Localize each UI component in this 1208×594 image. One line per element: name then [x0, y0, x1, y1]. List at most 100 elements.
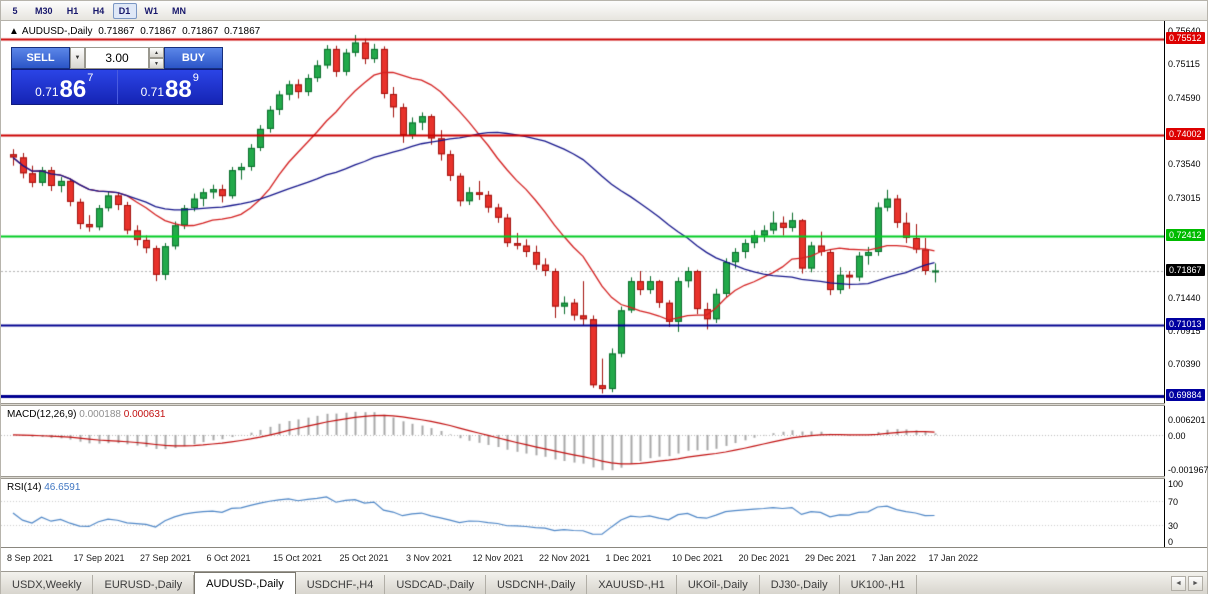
time-axis-label: 17 Jan 2022	[928, 553, 979, 563]
time-axis-label: 10 Dec 2021	[672, 553, 724, 563]
price-axis-tick: 0.70390	[1168, 359, 1201, 370]
price-axis-tick: 0.73015	[1168, 192, 1201, 203]
rsi-axis-label: 100	[1168, 479, 1184, 489]
time-axis-label: 29 Dec 2021	[805, 553, 857, 563]
time-axis-label: 7 Jan 2022	[871, 553, 917, 563]
rsi-indicator-label: RSI(14) 46.6591	[7, 482, 80, 493]
price-axis-tick: 0.74590	[1168, 92, 1201, 103]
timeframe-button-h4[interactable]: H4	[92, 5, 105, 16]
ohlc-close: 0.71867	[224, 26, 261, 37]
main-chart-pane	[1, 21, 1165, 403]
price-axis-tick: 0.70915	[1168, 325, 1201, 336]
time-axis-label: 15 Oct 2021	[273, 553, 323, 563]
price-axis[interactable]: 0.75640 0.75115 0.74590 0.73540 0.73015 0.714…	[1165, 21, 1208, 547]
buy-price-display[interactable]: 0.71 88 9	[116, 70, 223, 104]
chart-tab-4[interactable]: USDCAD-,Daily	[385, 575, 486, 594]
price-level-badge: 0.69884	[1166, 389, 1205, 402]
chart-tab-8[interactable]: DJ30-,Daily	[760, 575, 840, 594]
buy-price-prefix: 0.71	[140, 85, 165, 99]
trade-panel-controls: SELL ▼ 3.00 ▲ ▼ BUY	[11, 47, 223, 69]
chart-tab-1[interactable]: EURUSD-,Daily	[93, 575, 195, 594]
volume-dropdown-icon[interactable]: ▼	[70, 47, 85, 69]
time-axis-label: 6 Oct 2021	[206, 553, 251, 563]
chart-tab-3[interactable]: USDCHF-,H4	[296, 575, 386, 594]
time-axis-label: 25 Oct 2021	[339, 553, 389, 563]
rsi-pane	[1, 479, 1165, 547]
macd-signal-value: 0.000631	[123, 409, 166, 420]
sell-price-pip-digit: 7	[87, 72, 94, 84]
buy-price-pip-digit: 9	[192, 72, 199, 84]
rsi-axis-label: 0	[1168, 537, 1174, 547]
chart-tab-6[interactable]: XAUUSD-,H1	[587, 575, 677, 594]
sell-button[interactable]: SELL	[11, 47, 70, 69]
tab-scroll-left-icon[interactable]: ◄	[1171, 576, 1186, 591]
price-level-badge: 0.75512	[1166, 32, 1205, 45]
timeframe-button-m30[interactable]: M30	[35, 5, 53, 16]
buy-price-big-digits: 88	[165, 76, 192, 103]
chart-tab-7[interactable]: UKOil-,Daily	[677, 575, 760, 594]
timeframe-button-mn[interactable]: MN	[172, 5, 187, 16]
trade-panel-prices: 0.71 86 7 0.71 88 9	[11, 69, 223, 105]
sell-price-display[interactable]: 0.71 86 7	[12, 70, 117, 104]
chart-marker-icon: ▲	[9, 26, 19, 37]
time-axis-label: 3 Nov 2021	[406, 553, 453, 563]
timeframe-toolbar: 5 M30 H1 H4 D1 W1 MN	[1, 1, 1207, 21]
rsi-name: RSI(14)	[7, 482, 42, 493]
volume-spin-up-icon[interactable]: ▲	[149, 47, 164, 58]
time-axis-label: 12 Nov 2021	[472, 553, 524, 563]
macd-canvas[interactable]	[1, 406, 1164, 476]
macd-axis-label: 0.00	[1168, 430, 1186, 441]
chart-tab-9[interactable]: UK100-,H1	[840, 575, 918, 594]
time-axis-label: 22 Nov 2021	[539, 553, 591, 563]
macd-main-value: 0.000188	[79, 409, 121, 420]
rsi-value: 46.6591	[44, 482, 81, 493]
price-level-badge: 0.74002	[1166, 128, 1205, 141]
price-axis-tick: 0.73540	[1168, 159, 1201, 170]
time-axis-label: 20 Dec 2021	[738, 553, 790, 563]
chart-tab-0[interactable]: USDX,Weekly	[1, 575, 94, 594]
volume-input[interactable]: 3.00	[85, 47, 149, 69]
timeframe-button-h1[interactable]: H1	[66, 5, 79, 16]
time-axis[interactable]: 8 Sep 2021 17 Sep 2021 27 Sep 2021 6 Oct 20…	[1, 547, 1207, 571]
timeframe-button-w1[interactable]: W1	[144, 5, 159, 16]
ohlc-high: 0.71867	[140, 26, 177, 37]
timeframe-button-5[interactable]: 5	[12, 5, 18, 16]
one-click-trading-panel: SELL ▼ 3.00 ▲ ▼ BUY 0.71 86 7 0.71 88 9	[11, 47, 223, 105]
rsi-axis-label: 30	[1168, 521, 1179, 531]
chart-tab-5[interactable]: USDCNH-,Daily	[486, 575, 588, 594]
macd-axis-label: 0.006201	[1168, 415, 1206, 425]
timeframe-button-d1[interactable]: D1	[112, 2, 137, 19]
macd-indicator-label: MACD(12,26,9) 0.000188 0.000631	[7, 409, 165, 420]
volume-spin-down-icon[interactable]: ▼	[149, 58, 164, 69]
sell-price-big-digits: 86	[59, 76, 87, 103]
price-level-badge: 0.71867	[1166, 263, 1205, 276]
pane-splitter[interactable]	[1, 403, 1207, 406]
time-axis-label: 1 Dec 2021	[605, 553, 652, 563]
time-axis-label: 8 Sep 2021	[7, 553, 54, 563]
buy-button[interactable]: BUY	[164, 47, 223, 69]
pane-splitter[interactable]	[1, 476, 1207, 479]
volume-spinner: ▲ ▼	[149, 47, 164, 69]
macd-axis-label: -0.001967	[1168, 465, 1208, 475]
price-level-badge: 0.72412	[1166, 228, 1205, 241]
tab-scroll-controls: ◄ ►	[1171, 576, 1207, 594]
price-level-badge: 0.71013	[1166, 317, 1205, 330]
macd-pane	[1, 406, 1165, 476]
tab-scroll-right-icon[interactable]: ►	[1188, 576, 1203, 591]
chart-title: ▲ AUDUSD-,Daily 0.71867 0.71867 0.71867 0…	[9, 26, 263, 37]
macd-name: MACD(12,26,9)	[7, 409, 77, 420]
time-axis-label: 27 Sep 2021	[140, 553, 192, 563]
chart-symbol-label: AUDUSD-,Daily	[21, 26, 93, 37]
sell-price-prefix: 0.71	[35, 85, 59, 99]
ohlc-open: 0.71867	[98, 26, 135, 37]
rsi-canvas[interactable]	[1, 479, 1164, 547]
chart-tab-2[interactable]: AUDUSD-,Daily	[194, 572, 296, 594]
price-axis-tick: 0.75640	[1168, 26, 1201, 37]
price-axis-tick: 0.71440	[1168, 292, 1201, 303]
time-axis-label: 17 Sep 2021	[73, 553, 125, 563]
ohlc-low: 0.71867	[182, 26, 219, 37]
rsi-axis-label: 70	[1168, 497, 1179, 507]
price-axis-tick: 0.75115	[1168, 59, 1200, 70]
chart-tab-bar: USDX,Weekly EURUSD-,Daily AUDUSD-,Daily USD…	[1, 571, 1207, 594]
